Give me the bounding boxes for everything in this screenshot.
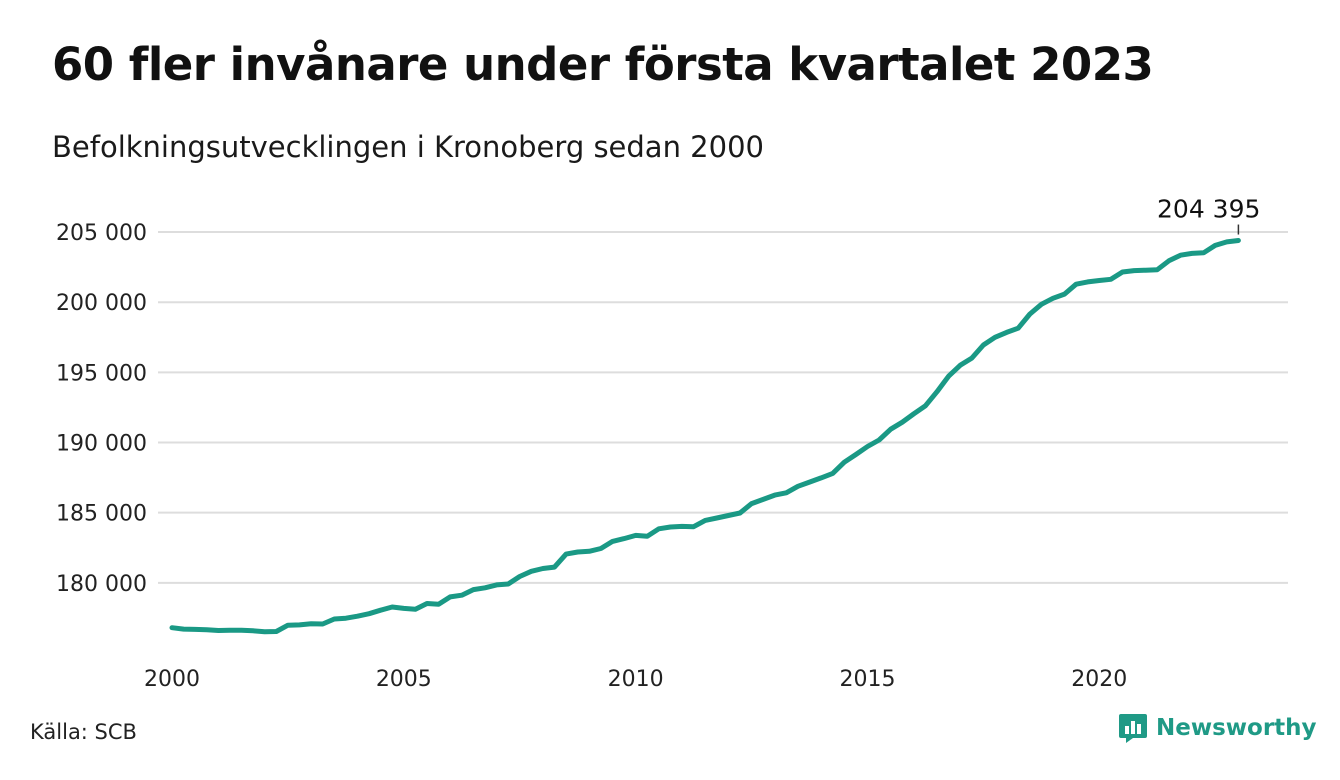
y-tick-label: 190 000 (56, 432, 147, 457)
line-chart: 180 000 185 000 190 000 195 000 200 000 205 0… (56, 195, 1288, 692)
y-tick-label: 205 000 (56, 221, 147, 246)
newsworthy-logo-icon (1119, 714, 1147, 743)
x-tick-label: 2010 (608, 667, 664, 692)
source-note: Källa: SCB (30, 720, 137, 744)
x-tick-label: 2000 (144, 667, 200, 692)
chart-title: 60 fler invånare under första kvartalet … (52, 38, 1154, 91)
y-tick-label: 185 000 (56, 502, 147, 527)
x-tick-label: 2020 (1071, 667, 1127, 692)
y-tick-label: 195 000 (56, 361, 147, 386)
annotation-label: 204 395 (1157, 195, 1260, 224)
x-tick-label: 2005 (376, 667, 432, 692)
x-tick-label: 2015 (839, 667, 895, 692)
chart-subtitle: Befolkningsutvecklingen i Kronoberg seda… (52, 130, 764, 164)
newsworthy-logo: Newsworthy (1118, 712, 1317, 744)
y-tick-label: 180 000 (56, 572, 147, 597)
brand-name: Newsworthy (1156, 715, 1317, 741)
y-tick-label: 200 000 (56, 291, 147, 316)
series-line (169, 238, 1241, 635)
